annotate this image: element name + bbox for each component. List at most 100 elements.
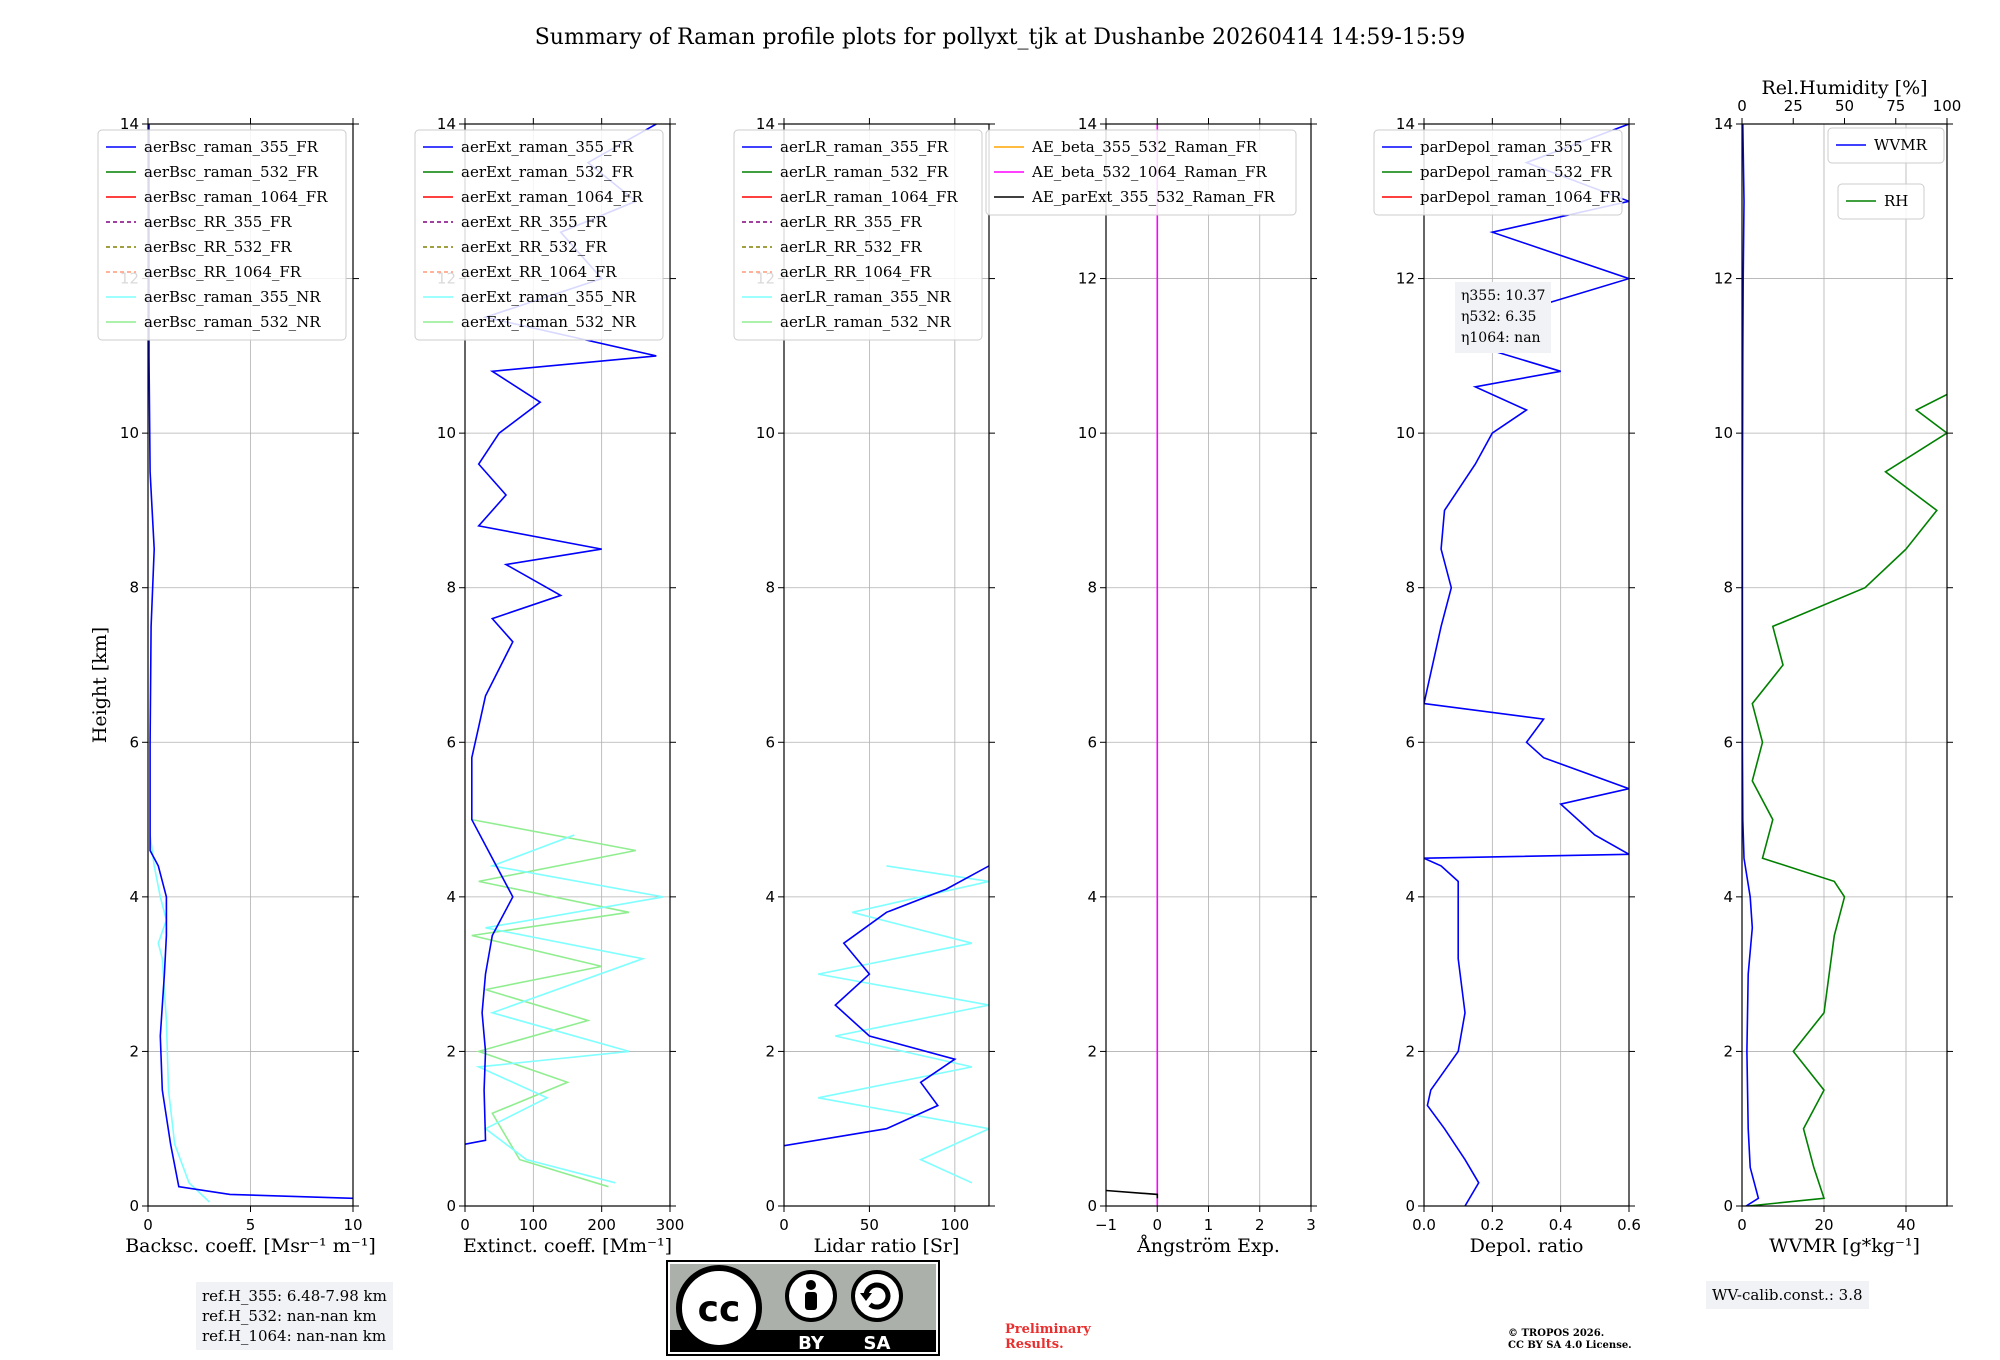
series-aerExt_raman_355_NR	[475, 834, 664, 1184]
legend-frame	[1373, 129, 1623, 216]
y-tick-label: 4	[1405, 888, 1415, 906]
x-tick-label: 0.2	[1480, 1216, 1504, 1234]
wv-calib-box: WV-calib.const.: 3.8	[1706, 1281, 1869, 1309]
legend: parDepol_raman_355_FR parDepol_raman_532_…	[1373, 129, 1623, 216]
y-tick-label: 0	[129, 1197, 139, 1215]
y-tick-label: 4	[1087, 888, 1097, 906]
copyright-line-1: © TROPOS 2026.	[1508, 1328, 1605, 1339]
legend-label: aerBsc_raman_532_NR	[144, 313, 321, 331]
legend-label: aerExt_RR_1064_FR	[461, 263, 617, 281]
y-tick-label: 10	[1396, 424, 1415, 442]
legend-label: aerLR_RR_355_FR	[780, 213, 922, 231]
eta-box: η355: 10.37 η532: 6.35 η1064: nan	[1455, 282, 1552, 353]
y-tick-label: 8	[446, 579, 456, 597]
x-tick-label: 0	[1737, 1216, 1747, 1234]
panel-1: 051002468101214Backsc. coeff. [Msr⁻¹ m⁻¹…	[97, 115, 376, 1257]
x-axis-label: Backsc. coeff. [Msr⁻¹ m⁻¹]	[125, 1235, 376, 1257]
cc-circle-icon	[676, 1265, 762, 1351]
y-tick-label: 6	[1087, 733, 1097, 751]
panel-2: 010020030002468101214Extinct. coeff. [Mm…	[414, 115, 684, 1257]
y-tick-label: 2	[1405, 1042, 1415, 1060]
x-axis-label: WVMR [g*kg⁻¹]	[1769, 1235, 1920, 1257]
preliminary-line-1: Preliminary	[1005, 1322, 1091, 1337]
legend-label: aerExt_RR_532_FR	[461, 238, 608, 256]
axes-frame	[1741, 123, 1948, 1207]
preliminary-note: Preliminary Results.	[1005, 1322, 1091, 1352]
panel-6: 0 20 40 0 2 4 6 8 10 12 14 WVMR [g*kg⁻¹] 0 25 50 75 100 R…	[1714, 77, 1961, 1257]
x-tick-label: 0	[460, 1216, 470, 1234]
legend-label: aerExt_raman_1064_FR	[461, 188, 643, 206]
cc-text: cc	[698, 1289, 741, 1330]
x-tick-label: 0	[779, 1216, 789, 1234]
x-tick-label: 100	[519, 1216, 548, 1234]
top-x-tick-label: 75	[1886, 97, 1905, 115]
ref-height-532: ref.H_532: nan-nan km	[202, 1307, 377, 1325]
y-tick-label: 10	[120, 424, 139, 442]
panel-5: 0.0 0.2 0.4 0.6 0 2 4 6 8 10 12 14 Depol. ratio parDe…	[1373, 115, 1641, 1257]
y-tick-label: 0	[765, 1197, 775, 1215]
y-tick-label: 12	[1714, 270, 1733, 288]
reference-height-box: ref.H_355: 6.48-7.98 km ref.H_532: nan-n…	[196, 1282, 393, 1350]
legend-label: aerLR_raman_355_FR	[780, 138, 949, 156]
cc-license-logo: cc BY SA	[666, 1260, 940, 1356]
legend-frame	[97, 129, 347, 341]
legend-label: aerBsc_raman_1064_FR	[144, 188, 328, 206]
legend-label: AE_beta_355_532_Raman_FR	[1031, 138, 1258, 156]
y-tick-label: 10	[1078, 424, 1097, 442]
y-tick-label: 4	[1723, 888, 1733, 906]
legend-frame	[1827, 127, 1945, 164]
x-tick-label: 0	[143, 1216, 153, 1234]
axes-frame	[1423, 123, 1630, 1207]
y-tick-label: 14	[1714, 115, 1733, 133]
x-tick-label: 20	[1814, 1216, 1833, 1234]
axes-frame	[783, 123, 990, 1207]
top-x-tick-label: 25	[1784, 97, 1803, 115]
wv-calib-const: WV-calib.const.: 3.8	[1712, 1286, 1863, 1304]
y-tick-label: 10	[1714, 424, 1733, 442]
legend-label: parDepol_raman_532_FR	[1420, 163, 1613, 181]
legend-frame	[985, 129, 1297, 216]
y-tick-label: 6	[765, 733, 775, 751]
series-aerLR_raman_355_NR	[818, 865, 989, 1184]
y-tick-label: 0	[1405, 1197, 1415, 1215]
series-aerBsc_raman_355_FR	[148, 124, 353, 1200]
x-tick-label: 3	[1306, 1216, 1316, 1234]
series-WVMR	[1742, 124, 1760, 1206]
eta-1064: η1064: nan	[1461, 330, 1541, 346]
legend-label: aerBsc_raman_355_NR	[144, 288, 321, 306]
legend-label: aerBsc_RR_355_FR	[144, 213, 292, 231]
x-tick-label: 10	[343, 1216, 362, 1234]
y-tick-label: 8	[1087, 579, 1097, 597]
x-tick-label: 100	[941, 1216, 970, 1234]
legend-label: aerLR_raman_532_NR	[780, 313, 951, 331]
y-tick-label: 10	[437, 424, 456, 442]
y-tick-label: 14	[1396, 115, 1415, 133]
ref-height-1064: ref.H_1064: nan-nan km	[202, 1327, 387, 1345]
y-tick-label: 2	[446, 1042, 456, 1060]
y-tick-label: 14	[120, 115, 139, 133]
legend-label: aerExt_raman_355_FR	[461, 138, 634, 156]
y-tick-label: 6	[129, 733, 139, 751]
legend: RH	[1837, 183, 1925, 220]
share-alike-icon	[851, 1270, 903, 1322]
x-axis-label: Ångström Exp.	[1136, 1235, 1280, 1257]
top-x-tick-label: 50	[1835, 97, 1854, 115]
legend-label: parDepol_raman_1064_FR	[1420, 188, 1622, 206]
y-tick-label: 4	[446, 888, 456, 906]
legend-label: aerLR_raman_1064_FR	[780, 188, 958, 206]
legend-frame	[1837, 183, 1925, 220]
y-tick-label: 2	[1723, 1042, 1733, 1060]
eta-532: η532: 6.35	[1461, 309, 1537, 325]
legend-label: aerLR_raman_355_NR	[780, 288, 951, 306]
y-tick-label: 8	[1405, 579, 1415, 597]
legend-label: aerExt_RR_355_FR	[461, 213, 608, 231]
sa-label: SA	[864, 1333, 891, 1354]
y-tick-label: 0	[1087, 1197, 1097, 1215]
x-tick-label: 40	[1896, 1216, 1915, 1234]
y-tick-label: 14	[756, 115, 775, 133]
y-tick-label: 12	[1078, 270, 1097, 288]
top-x-tick-label: 100	[1933, 97, 1962, 115]
x-tick-label: 5	[246, 1216, 256, 1234]
copyright-note: © TROPOS 2026. CC BY SA 4.0 License.	[1508, 1328, 1632, 1352]
